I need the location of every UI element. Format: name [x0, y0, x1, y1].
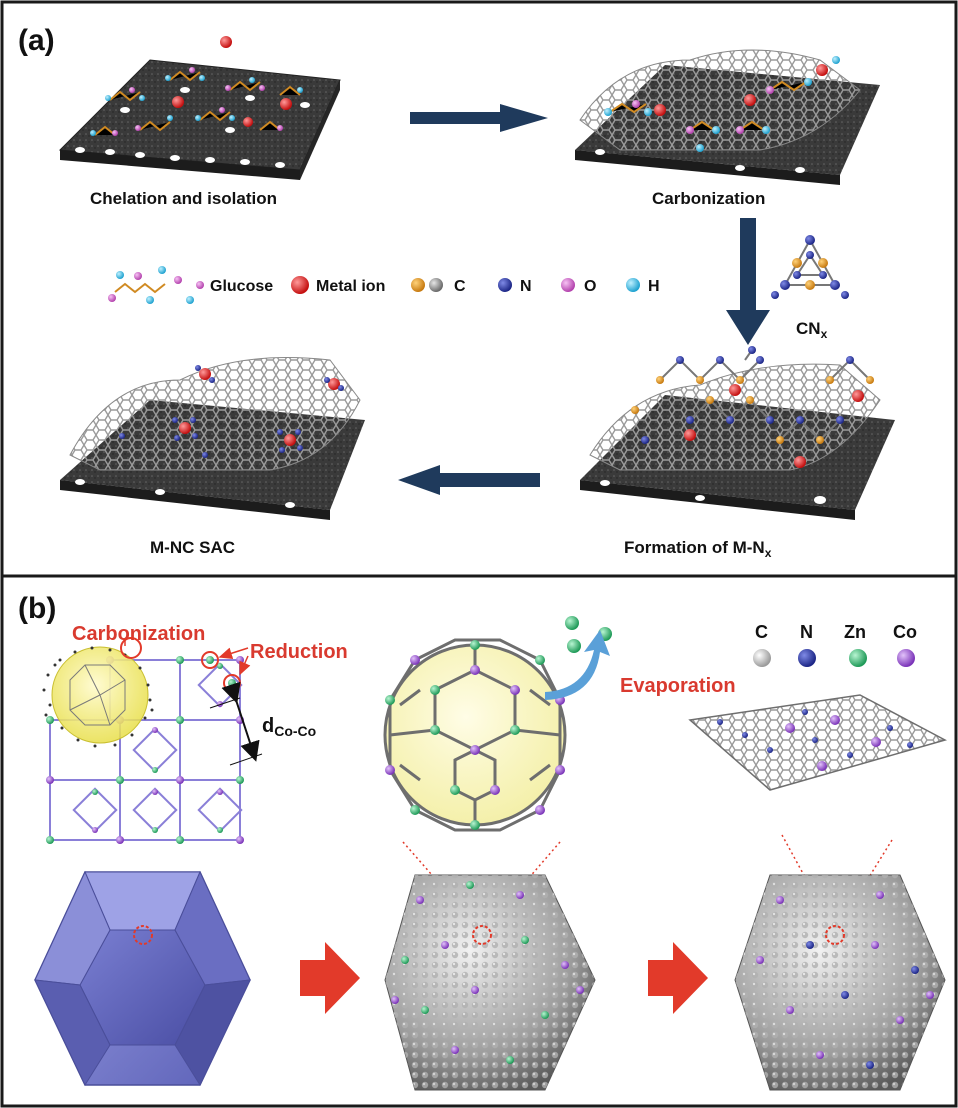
label-evaporation: Evaporation: [620, 675, 736, 697]
sheet-chelation: [58, 36, 341, 180]
zoom-marker-1: [133, 925, 153, 945]
nitrogen-b-icon: [798, 649, 816, 667]
label-formation: Formation of M-Nx: [624, 538, 772, 560]
legend-b-zn: Zn: [844, 622, 866, 642]
carbonization-marker: [120, 637, 142, 659]
label-b-carbonization: Carbonization: [72, 623, 205, 645]
legend-o: O: [584, 278, 596, 295]
legend-b-n: N: [800, 622, 813, 642]
legend-c: C: [454, 278, 466, 295]
zif-polyhedron: [34, 870, 251, 1087]
legend-b: C N Zn Co: [753, 622, 917, 667]
label-carbonization: Carbonization: [652, 189, 765, 208]
panel-b-tag: (b): [18, 592, 56, 625]
legend-b-c: C: [755, 622, 768, 642]
arrow-to-sac: [398, 465, 540, 495]
carbon-white-icon: [753, 649, 771, 667]
evaporating-zn: [545, 616, 612, 700]
hydrogen-icon: [626, 278, 640, 292]
legend-n: N: [520, 278, 532, 295]
arrow-to-formation: [726, 218, 770, 345]
legend-h: H: [648, 278, 660, 295]
nitrogen-icon: [498, 278, 512, 292]
cobalt-icon: [897, 649, 915, 667]
distance-arrow: [221, 681, 260, 762]
legend-a: Glucose Metal ion C N O H: [108, 266, 660, 304]
cnx-structure: [771, 235, 849, 299]
arrow-red-1: [300, 942, 360, 1014]
panel-b-frame: [0, 574, 958, 1108]
oxygen-icon: [561, 278, 575, 292]
label-chelation: Chelation and isolation: [90, 189, 277, 208]
graphene-sheet: [688, 694, 947, 791]
evaporation-arrow: [545, 630, 610, 700]
label-distance: dCo-Co: [262, 715, 316, 739]
zoom-marker-2: [472, 925, 492, 945]
metal-ion-icon: [291, 276, 309, 294]
sheet-carbonization: [575, 49, 880, 185]
sheet-mnc-sac: [60, 357, 365, 520]
carbon-cage: [383, 638, 567, 832]
sheet-formation: [580, 346, 895, 520]
label-sac: M-NC SAC: [150, 538, 235, 557]
reduction-marker-1: [201, 651, 219, 669]
legend-b-co: Co: [893, 622, 917, 642]
carbon-gray-icon: [429, 278, 443, 292]
label-b-reduction: Reduction: [250, 641, 348, 663]
zif-framework: [42, 637, 263, 844]
glucose-icon: [108, 266, 204, 304]
label-cnx: CNx: [796, 319, 828, 341]
arrow-red-2: [648, 942, 708, 1014]
zinc-icon: [849, 649, 867, 667]
carbon-orange-icon: [411, 278, 425, 292]
arrow-to-carbonization: [410, 104, 548, 132]
carbonized-polyhedron: [384, 874, 596, 1091]
legend-metal: Metal ion: [316, 278, 385, 295]
sac-polyhedron: [734, 874, 946, 1091]
panel-a-tag: (a): [18, 24, 55, 57]
zoom-marker-3: [825, 925, 845, 945]
legend-glucose: Glucose: [210, 278, 273, 295]
glucose-molecules: [90, 36, 303, 136]
